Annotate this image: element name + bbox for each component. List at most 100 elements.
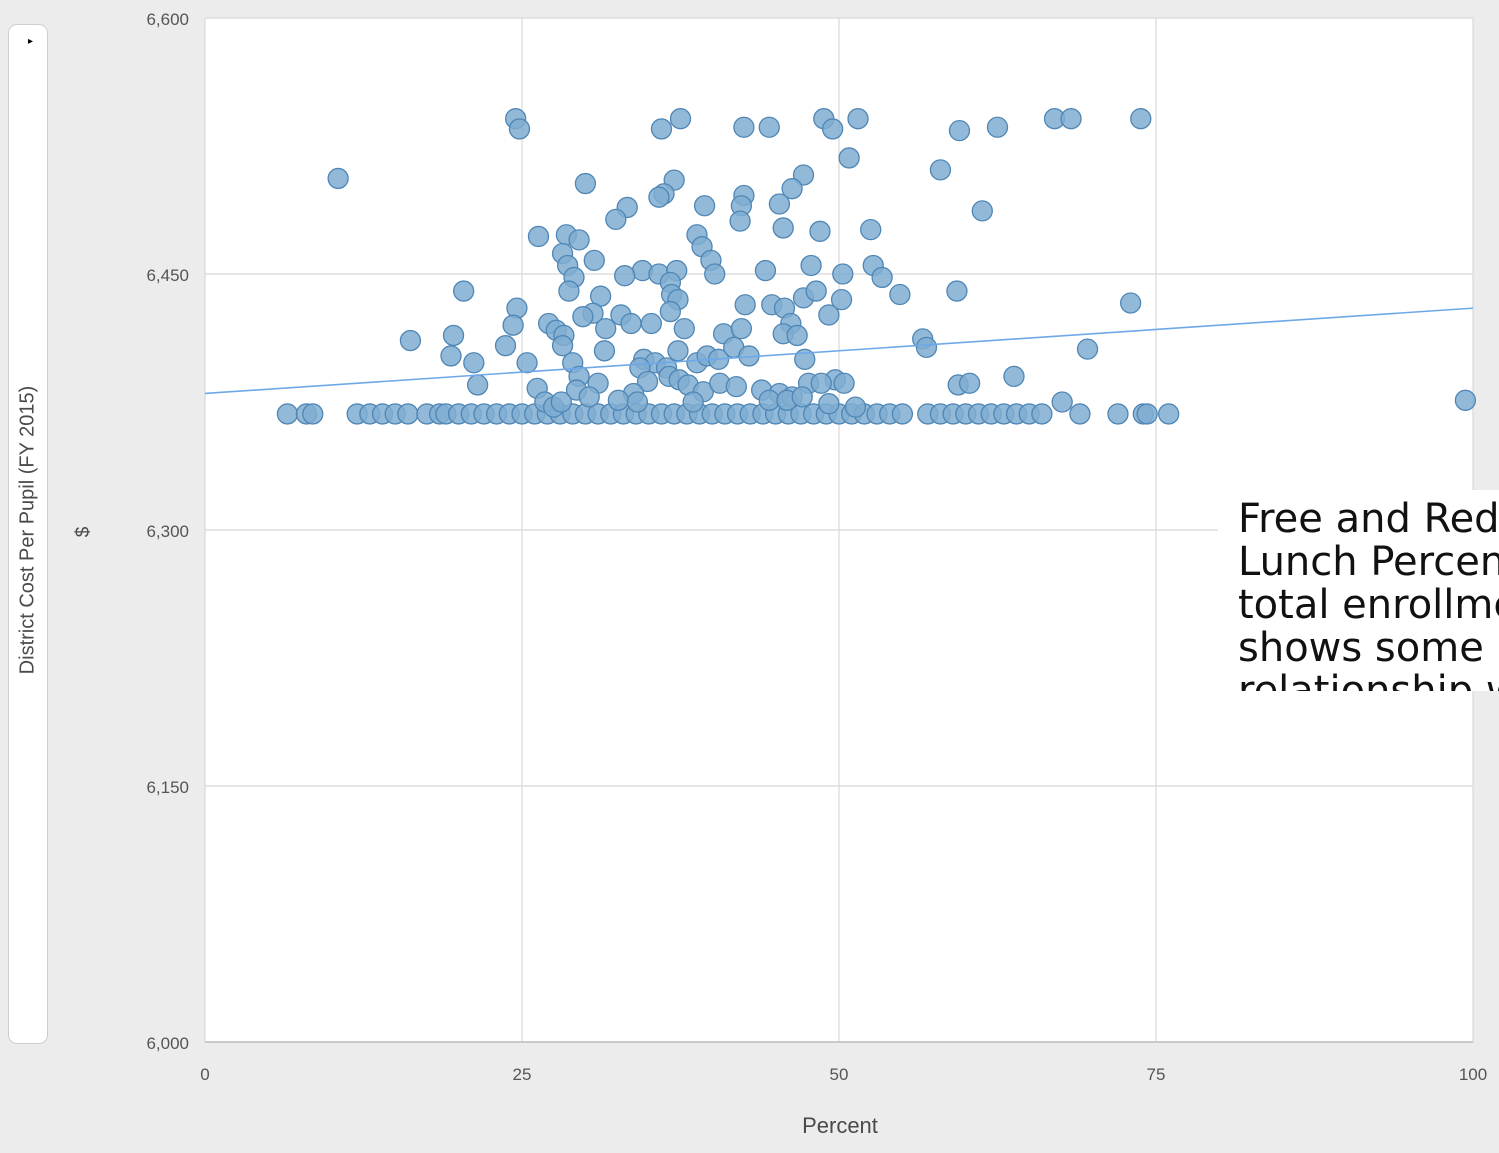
data-point	[502, 314, 524, 336]
data-point	[648, 186, 670, 208]
data-point	[729, 210, 751, 232]
data-point	[276, 403, 299, 425]
data-point	[466, 374, 489, 396]
data-point	[818, 304, 840, 326]
data-point	[781, 178, 803, 200]
data-point	[1003, 365, 1025, 388]
y-tick-label: 6,600	[146, 10, 189, 29]
data-point	[1107, 403, 1129, 425]
data-point	[440, 345, 462, 367]
data-point	[693, 195, 716, 217]
data-point	[860, 218, 882, 241]
data-point	[844, 396, 867, 418]
data-point	[871, 266, 893, 289]
data-point	[673, 317, 695, 340]
data-point	[794, 348, 816, 370]
data-point	[626, 391, 649, 413]
x-tick-labels: 0 25 50 75 100	[200, 1065, 1487, 1084]
data-point	[453, 280, 475, 302]
data-point	[667, 340, 689, 362]
data-point	[568, 229, 590, 251]
data-point	[758, 389, 780, 411]
data-point	[818, 393, 840, 415]
data-point	[463, 352, 485, 374]
data-point	[754, 259, 777, 282]
y-tick-labels: 6,000 6,150 6,300 6,450 6,600	[146, 10, 189, 1053]
data-point	[832, 263, 854, 285]
data-point	[1031, 403, 1053, 425]
data-point	[442, 324, 465, 347]
data-points	[276, 108, 1477, 425]
data-point	[786, 324, 808, 347]
data-point	[733, 116, 755, 138]
data-point	[516, 352, 538, 374]
data-point	[809, 220, 831, 242]
data-point	[550, 391, 572, 413]
data-point	[682, 391, 704, 413]
data-point	[574, 172, 597, 195]
legend-panel[interactable]	[8, 24, 48, 1044]
data-point	[572, 306, 594, 328]
data-point	[805, 280, 827, 302]
data-point	[614, 265, 636, 287]
data-point	[792, 164, 815, 186]
data-point	[636, 370, 659, 393]
data-point	[800, 254, 822, 277]
annotation-box: Free and Reduced Lunch Percentage of tot…	[1218, 490, 1499, 691]
data-point	[847, 108, 869, 130]
x-tick-label: 0	[200, 1065, 209, 1084]
x-tick-label: 25	[513, 1065, 532, 1084]
triangle-right-icon[interactable]: ▸	[28, 36, 34, 47]
data-point	[822, 118, 844, 140]
data-point	[659, 300, 682, 323]
data-point	[494, 335, 517, 357]
data-point	[929, 159, 952, 181]
data-point	[986, 116, 1009, 138]
data-point	[399, 329, 422, 352]
data-point	[946, 280, 968, 302]
data-point	[830, 288, 853, 311]
data-point	[508, 118, 531, 140]
data-point	[772, 217, 794, 239]
x-tick-label: 50	[830, 1065, 849, 1084]
data-point	[833, 372, 855, 394]
data-point	[327, 167, 349, 190]
data-point	[605, 208, 627, 231]
data-point	[889, 283, 911, 306]
data-point	[669, 108, 692, 130]
data-point	[558, 280, 580, 302]
data-point	[578, 386, 600, 408]
data-point	[595, 317, 617, 340]
x-tick-label: 75	[1147, 1065, 1166, 1084]
data-point	[527, 225, 550, 248]
data-point	[620, 312, 642, 335]
data-point	[704, 263, 726, 285]
data-point	[891, 403, 914, 425]
data-point	[838, 147, 860, 169]
trend-line	[204, 307, 1474, 395]
y-tick-label: 6,450	[146, 266, 189, 285]
data-point	[583, 249, 605, 271]
data-point	[725, 375, 747, 398]
data-point	[958, 372, 981, 394]
y-tick-label: 6,150	[146, 778, 189, 797]
data-point	[551, 335, 574, 357]
data-point	[768, 193, 791, 215]
data-point	[1051, 391, 1073, 413]
data-point	[302, 403, 324, 425]
data-point	[1130, 108, 1152, 130]
data-point	[915, 336, 938, 359]
data-point	[730, 317, 753, 340]
data-point	[1454, 389, 1477, 411]
annotation-text: Free and Reduced Lunch Percentage of tot…	[1238, 496, 1499, 692]
data-point	[948, 119, 971, 142]
data-point	[1119, 292, 1142, 314]
data-point	[1136, 403, 1158, 425]
scatter-chart: 6,000 6,150 6,300 6,450 6,600 0 25 50 75 100	[146, 10, 1487, 1084]
y-tick-label: 6,000	[146, 1034, 189, 1053]
data-point	[758, 116, 780, 138]
data-point	[1158, 403, 1180, 425]
data-point	[1060, 108, 1082, 130]
y-tick-label: 6,300	[146, 522, 189, 541]
x-axis-title: Percent	[802, 1113, 878, 1138]
